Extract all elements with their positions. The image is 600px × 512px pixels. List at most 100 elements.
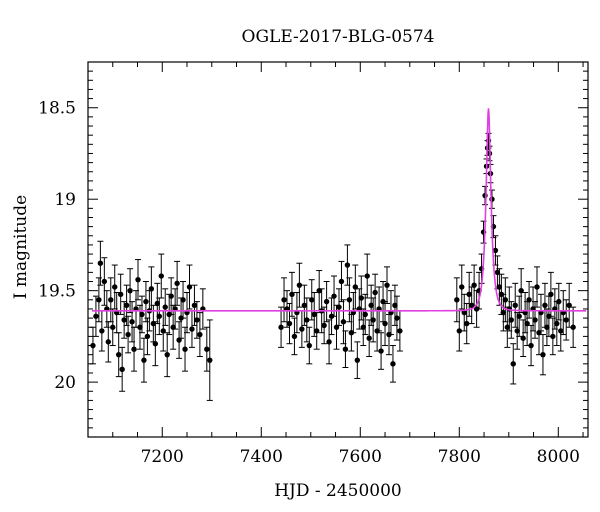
data-point bbox=[89, 326, 96, 365]
point-marker bbox=[314, 328, 320, 334]
data-point bbox=[508, 301, 515, 339]
point-marker bbox=[338, 278, 345, 285]
data-point bbox=[162, 288, 169, 326]
point-marker bbox=[368, 302, 374, 308]
data-point bbox=[303, 297, 310, 343]
point-marker bbox=[164, 351, 170, 358]
point-marker bbox=[291, 333, 298, 340]
x-tick-label: 7600 bbox=[339, 447, 382, 467]
y-tick-label: 19.5 bbox=[38, 282, 76, 302]
x-tick-label: 8000 bbox=[537, 447, 580, 467]
y-tick-label: 19 bbox=[54, 190, 76, 210]
point-marker bbox=[186, 284, 193, 290]
data-point bbox=[158, 253, 165, 299]
point-marker bbox=[550, 333, 556, 340]
data-point bbox=[196, 312, 203, 358]
data-point bbox=[296, 262, 303, 308]
point-marker bbox=[90, 342, 96, 349]
point-marker bbox=[207, 357, 213, 363]
point-marker bbox=[296, 282, 303, 288]
point-marker bbox=[362, 311, 368, 318]
point-marker bbox=[194, 317, 200, 323]
point-marker bbox=[340, 319, 347, 325]
point-marker bbox=[96, 297, 102, 303]
model-curve bbox=[91, 108, 587, 312]
data-point bbox=[140, 337, 147, 383]
data-point bbox=[539, 334, 546, 376]
data-point bbox=[193, 301, 200, 339]
data-point bbox=[174, 260, 181, 306]
data-point bbox=[331, 275, 338, 317]
point-marker bbox=[461, 309, 467, 316]
point-marker bbox=[344, 262, 351, 268]
data-point bbox=[301, 284, 308, 326]
data-point bbox=[121, 301, 128, 339]
point-marker bbox=[336, 304, 342, 310]
point-marker bbox=[556, 298, 562, 305]
point-marker bbox=[358, 295, 364, 301]
data-point bbox=[372, 273, 379, 312]
point-marker bbox=[392, 302, 398, 308]
data-point bbox=[117, 273, 124, 315]
data-point bbox=[553, 301, 560, 347]
point-marker bbox=[397, 328, 403, 334]
data-point bbox=[186, 264, 193, 310]
point-marker bbox=[299, 326, 305, 332]
point-marker bbox=[364, 273, 370, 279]
point-marker bbox=[141, 357, 147, 363]
point-marker bbox=[471, 282, 477, 288]
y-tick-label: 20 bbox=[54, 373, 76, 393]
data-point bbox=[191, 284, 198, 326]
point-marker bbox=[394, 315, 400, 321]
data-point bbox=[123, 284, 130, 326]
data-point bbox=[92, 295, 99, 337]
point-marker bbox=[342, 346, 349, 352]
point-marker bbox=[131, 346, 137, 352]
data-point bbox=[512, 282, 519, 328]
data-point bbox=[97, 240, 104, 286]
point-marker bbox=[554, 320, 560, 327]
data-point bbox=[182, 326, 189, 372]
data-point bbox=[111, 264, 118, 310]
data-point bbox=[534, 266, 541, 308]
data-point bbox=[502, 277, 509, 323]
point-marker bbox=[139, 311, 145, 318]
point-marker bbox=[137, 324, 143, 330]
point-marker bbox=[496, 284, 503, 290]
point-marker bbox=[454, 297, 460, 303]
point-marker bbox=[129, 319, 135, 325]
data-point bbox=[131, 326, 138, 372]
point-marker bbox=[309, 297, 315, 303]
point-marker bbox=[532, 317, 538, 323]
data-point bbox=[164, 332, 171, 378]
point-marker bbox=[281, 297, 287, 303]
y-tick-label: 18.5 bbox=[38, 99, 76, 119]
point-marker bbox=[382, 320, 388, 327]
point-marker bbox=[119, 366, 125, 373]
data-point bbox=[526, 281, 533, 319]
point-marker bbox=[326, 339, 332, 345]
point-marker bbox=[125, 331, 131, 338]
data-point bbox=[362, 293, 369, 336]
point-marker bbox=[540, 351, 546, 358]
point-marker bbox=[534, 284, 540, 290]
data-point bbox=[393, 295, 400, 341]
point-marker bbox=[544, 324, 550, 330]
x-tick-label: 7200 bbox=[141, 447, 184, 467]
point-marker bbox=[204, 346, 210, 352]
data-point bbox=[384, 266, 391, 304]
point-marker bbox=[354, 357, 361, 363]
data-point bbox=[342, 330, 349, 368]
point-marker bbox=[93, 313, 99, 319]
point-marker bbox=[174, 280, 180, 287]
point-marker bbox=[378, 348, 384, 354]
point-marker bbox=[197, 331, 203, 338]
data-point bbox=[338, 260, 345, 303]
data-point bbox=[510, 343, 517, 385]
point-marker bbox=[135, 276, 141, 283]
data-point bbox=[366, 319, 373, 358]
point-marker bbox=[346, 297, 353, 303]
x-axis-label: HJD - 2450000 bbox=[274, 481, 402, 501]
data-point bbox=[115, 332, 122, 378]
point-marker bbox=[168, 293, 174, 299]
